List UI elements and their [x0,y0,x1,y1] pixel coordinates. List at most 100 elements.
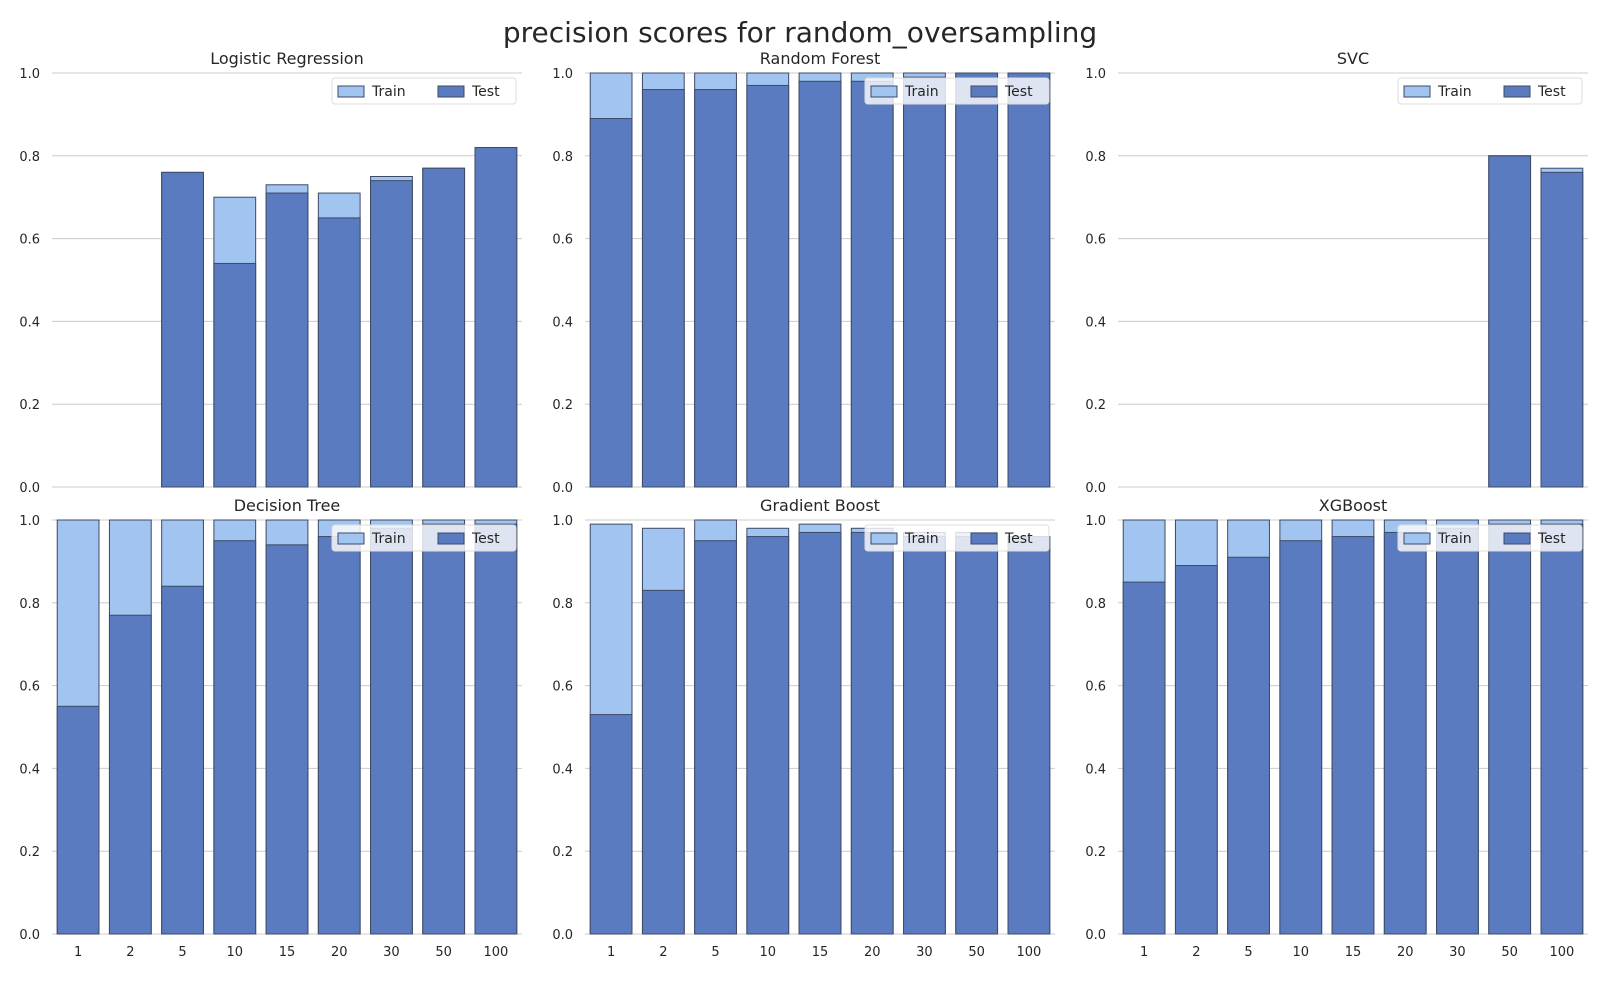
legend: Train Test [1397,77,1583,105]
bar-test-10 [746,536,790,935]
y-tick-label: 0.0 [1085,481,1106,496]
y-tick-label: 0.0 [552,928,573,943]
x-tick-label: 30 [916,945,933,960]
y-tick-label: 0.0 [19,928,40,943]
bar-test-5 [161,585,204,935]
subplot-title: Random Forest [760,49,880,68]
legend-frame [331,77,517,105]
subplot-xgboost: 0.0 0.2 0.4 0.6 0.8 1.0 1 2 5 10 15 20 30 50 100 XGBoos… [1085,496,1588,960]
bar-test-100 [1540,171,1584,488]
y-tick-label: 1.0 [1085,514,1106,529]
legend-swatch-test [437,532,465,545]
legend: Train Test [864,524,1050,552]
bar-test-20 [850,80,894,488]
y-tick-label: 0.4 [552,762,573,777]
bar-test-5 [161,171,204,488]
legend-label-train: Train [371,531,406,547]
y-tick-label: 1.0 [19,67,40,82]
y-tick-label: 0.2 [19,398,40,413]
bar-test-1 [1122,581,1166,935]
y-tick-label: 1.0 [1085,67,1106,82]
bar-test-20 [317,536,361,935]
legend-label-train: Train [1437,84,1472,100]
bar-test-100 [1007,72,1051,488]
x-tick-label: 15 [1345,945,1362,960]
y-tick-label: 0.8 [19,597,40,612]
legend-frame [1397,524,1583,552]
y-tick-label: 0.4 [552,315,573,330]
x-tick-label: 30 [1449,945,1466,960]
subplot-title: Logistic Regression [210,49,363,68]
bar-test-50 [955,536,999,935]
bar-test-50 [422,523,466,935]
legend-swatch-train [1403,85,1431,98]
bar-test-30 [370,180,413,488]
bar-test-1 [589,714,633,935]
bar-test-30 [903,76,946,488]
bar-test-2 [1174,565,1218,935]
y-tick-label: 0.6 [19,680,40,695]
y-tick-label: 0.2 [1085,398,1106,413]
subplot-gradient-boost: 0.0 0.2 0.4 0.6 0.8 1.0 1 2 5 10 15 20 30 50 100 Gradie… [552,496,1055,960]
legend-label-train: Train [904,531,939,547]
bar-test-50 [1488,155,1532,488]
bar-test-30 [903,536,946,935]
bar-test-2 [641,89,685,488]
subplot-title: SVC [1337,49,1369,68]
bar-test-15 [798,80,842,488]
bar-test-10 [1279,540,1323,935]
y-tick-label: 0.8 [19,150,40,165]
x-tick-label: 1 [607,945,615,960]
legend-label-test: Test [1004,84,1033,100]
legend-swatch-test [1503,85,1531,98]
y-tick-label: 0.2 [552,398,573,413]
subplot-title: Decision Tree [234,496,341,515]
legend-swatch-train [870,532,898,545]
legend-swatch-test [437,85,465,98]
subplot-decision-tree: 0.0 0.2 0.4 0.6 0.8 1.0 1 2 5 10 15 20 30 50 100 Decisi… [19,496,522,960]
bar-test-10 [746,84,790,488]
legend-label-test: Test [1537,84,1566,100]
subplot-random-forest: 0.0 0.2 0.4 0.6 0.8 1.0 Random Forest Train Test [552,49,1055,496]
bar-test-15 [265,544,309,935]
y-tick-label: 0.4 [1085,315,1106,330]
x-tick-label: 100 [483,945,508,960]
x-tick-label: 5 [711,945,719,960]
bar-test-30 [1436,527,1479,935]
bar-test-5 [694,89,737,488]
y-tick-label: 0.0 [19,481,40,496]
x-tick-label: 50 [968,945,985,960]
bar-test-20 [317,217,361,488]
y-tick-label: 0.8 [552,597,573,612]
legend-label-train: Train [904,84,939,100]
legend-swatch-train [1403,532,1431,545]
bar-test-1 [589,118,633,488]
bar-test-100 [1007,536,1051,935]
bar-test-100 [474,147,518,488]
x-tick-label: 10 [1293,945,1310,960]
bar-test-50 [422,167,466,488]
legend-frame [864,524,1050,552]
bar-test-2 [641,589,685,935]
y-tick-label: 0.6 [552,233,573,248]
y-tick-label: 0.6 [552,680,573,695]
x-tick-label: 100 [1549,945,1574,960]
y-tick-label: 0.6 [1085,233,1106,248]
y-tick-label: 0.4 [19,315,40,330]
legend-label-test: Test [1004,531,1033,547]
y-tick-label: 0.2 [1085,845,1106,860]
x-tick-label: 30 [383,945,400,960]
subplot-title: Gradient Boost [760,496,880,515]
subplot-logistic-regression: 0.0 0.2 0.4 0.6 0.8 1.0 Logistic Regression Tra… [19,49,522,496]
figure-title: precision scores for random_oversampling [503,16,1097,49]
x-tick-label: 15 [279,945,296,960]
y-tick-label: 0.4 [1085,762,1106,777]
bar-test-10 [213,540,257,935]
y-tick-label: 1.0 [552,514,573,529]
x-tick-label: 20 [864,945,881,960]
bar-test-20 [850,531,894,935]
x-tick-label: 2 [1192,945,1200,960]
bar-test-15 [798,531,842,935]
legend-swatch-test [1503,532,1531,545]
bar-test-15 [265,192,309,488]
